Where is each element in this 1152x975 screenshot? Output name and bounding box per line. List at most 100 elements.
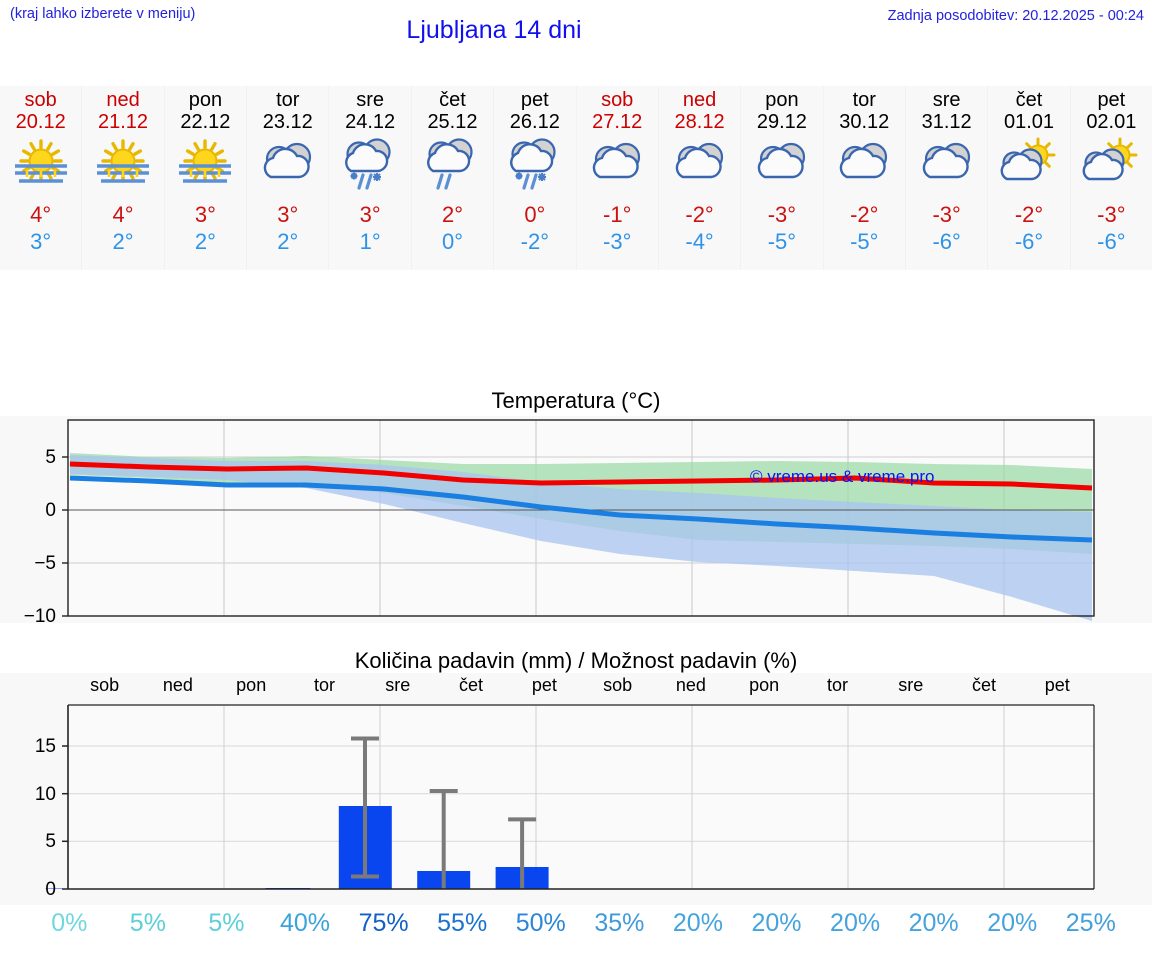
day-low-temp: 2° <box>112 229 134 254</box>
day-column[interactable]: ned 21.12 4° 2° <box>82 86 165 270</box>
day-low-temp: 3° <box>30 229 52 254</box>
day-low-temp: 0° <box>441 229 463 254</box>
precip-day-label: ned <box>162 675 193 695</box>
copyright-label: © vreme.us & vreme.pro <box>750 467 935 486</box>
day-name: tor <box>276 89 300 111</box>
day-high-temp: -3° <box>932 202 961 227</box>
precip-ytick-15: 15 <box>34 736 56 757</box>
precip-error-bars <box>351 736 537 889</box>
day-name: ned <box>682 89 717 111</box>
day-high-temp: -3° <box>767 202 797 227</box>
day-date: 31.12 <box>921 111 972 133</box>
day-column[interactable]: čet 01.01 -2° -6° <box>988 86 1071 270</box>
day-column[interactable]: sre 31.12 -3° -6° <box>906 86 989 270</box>
precip-ytick-0: 0 <box>45 879 56 900</box>
day-low-temp: -6° <box>1097 229 1126 254</box>
sun-cloud-icon <box>1076 137 1146 195</box>
day-column[interactable]: tor 30.12 -2° -5° <box>824 86 906 270</box>
precip-probability-value: 5% <box>208 908 245 937</box>
cloud-sleet-icon <box>500 137 570 195</box>
cloudy-icon <box>747 137 817 195</box>
precip-day-label: sob <box>603 675 633 695</box>
day-low-temp: -4° <box>685 229 714 254</box>
day-date: 24.12 <box>345 111 396 133</box>
cloudy-icon <box>253 137 323 195</box>
cloudy-icon <box>912 137 982 195</box>
day-column[interactable]: sob 27.12 -1° -3° <box>577 86 659 270</box>
day-column[interactable]: pet 26.12 0° -2° <box>494 86 577 270</box>
day-low-temp: -5° <box>850 229 879 254</box>
precip-probability-value: 20% <box>987 908 1038 937</box>
day-column[interactable]: pon 22.12 3° 2° <box>165 86 248 270</box>
day-date: 20.12 <box>15 111 66 133</box>
precip-day-label: sre <box>385 675 411 695</box>
day-low-temp: -2° <box>520 229 550 254</box>
precip-day-label: sre <box>898 675 924 695</box>
day-column[interactable]: sre 24.12 3° 1° <box>329 86 412 270</box>
precip-probability-value: 0% <box>51 908 88 937</box>
day-name: čet <box>1015 89 1043 111</box>
cloudy-icon <box>582 137 652 195</box>
precip-probability-value: 35% <box>594 908 645 937</box>
day-column[interactable]: čet 25.12 2° 0° <box>412 86 495 270</box>
day-low-temp: -6° <box>932 229 961 254</box>
day-name: sre <box>932 89 961 111</box>
day-name: sob <box>24 89 57 111</box>
day-low-temp: -3° <box>603 229 632 254</box>
day-high-temp: -3° <box>1097 202 1126 227</box>
precip-probability-value: 75% <box>358 908 409 937</box>
precip-probability-value: 40% <box>280 908 331 937</box>
day-name: pon <box>188 89 223 111</box>
daily-forecast-strip: sob 20.12 4° 3° ned 21.12 4° 2° pon 22.12 3° 2° tor 2… <box>0 86 1152 270</box>
cloud-rain-icon <box>417 137 487 195</box>
day-date: 27.12 <box>592 111 643 133</box>
day-name: pon <box>765 89 799 111</box>
precip-ytick-10: 10 <box>34 784 56 805</box>
day-date: 28.12 <box>674 111 725 133</box>
day-high-temp: -2° <box>685 202 714 227</box>
day-high-temp: 3° <box>277 202 299 227</box>
day-date: 25.12 <box>427 111 478 133</box>
day-name: čet <box>439 89 466 111</box>
day-name: pet <box>520 89 549 111</box>
day-low-temp: -5° <box>767 229 797 254</box>
precip-probability-value: 20% <box>751 908 802 937</box>
day-name: sob <box>601 89 634 111</box>
precip-probability-value: 20% <box>672 908 723 937</box>
day-low-temp: 2° <box>194 229 216 254</box>
last-updated-label: Zadnja posodobitev: 20.12.2025 - 00:24 <box>887 8 1144 24</box>
temp-ytick-m5: −5 <box>34 553 56 574</box>
day-high-temp: -1° <box>603 202 632 227</box>
precip-day-label: tor <box>313 675 335 695</box>
precip-probability-value: 20% <box>830 908 881 937</box>
day-column[interactable]: tor 23.12 3° 2° <box>247 86 330 270</box>
day-name: sre <box>356 89 385 111</box>
sun-fog-icon <box>170 137 240 195</box>
sun-fog-icon <box>6 137 76 195</box>
precip-probability-value: 55% <box>437 908 488 937</box>
page-title: Ljubljana 14 dni <box>406 16 582 44</box>
day-high-temp: 4° <box>112 202 134 227</box>
day-name: ned <box>106 89 140 111</box>
cloudy-icon <box>829 137 899 195</box>
cloudy-icon <box>665 137 735 195</box>
precip-ytick-5: 5 <box>45 831 56 852</box>
precip-day-label: pet <box>531 675 557 695</box>
day-column[interactable]: ned 28.12 -2° -4° <box>659 86 742 270</box>
precip-day-label: čet <box>972 675 997 695</box>
day-high-temp: 4° <box>30 202 52 227</box>
precip-probability-value: 25% <box>1065 908 1116 937</box>
temp-ytick-0: 0 <box>45 500 56 521</box>
day-date: 22.12 <box>180 111 231 133</box>
temp-min-range-band <box>70 455 1092 621</box>
precip-probability-value: 20% <box>908 908 959 937</box>
day-low-temp: 1° <box>359 229 381 254</box>
location-menu-hint: (kraj lahko izberete v meniju) <box>10 6 196 22</box>
day-column[interactable]: pet 02.01 -3° -6° <box>1071 86 1152 270</box>
day-column[interactable]: pon 29.12 -3° -5° <box>741 86 824 270</box>
day-column[interactable]: sob 20.12 4° 3° <box>0 86 83 270</box>
precip-probability-value: 50% <box>515 908 566 937</box>
precipitation-day-labels: sob ned pon tor sre čet pet sob ned pon tor sre čet p… <box>68 675 1094 699</box>
precip-day-label: sob <box>90 675 120 695</box>
precip-day-label: tor <box>826 675 848 695</box>
